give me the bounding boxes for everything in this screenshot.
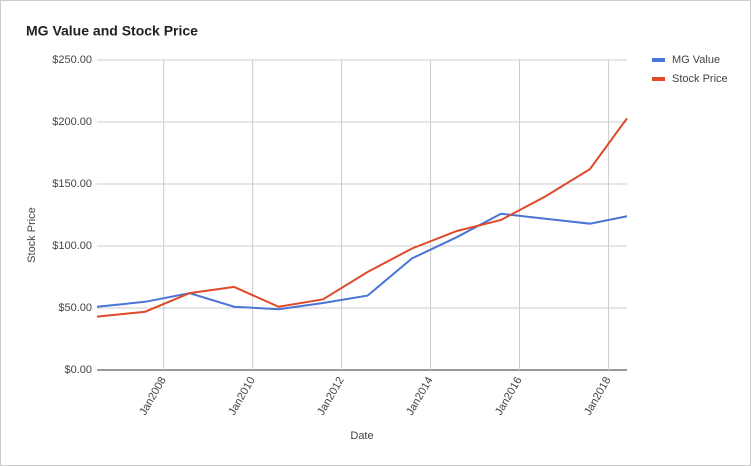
- y-tick-label: $150.00: [52, 178, 92, 190]
- y-axis-label: Stock Price: [26, 207, 38, 263]
- series-line: [96, 117, 628, 318]
- y-tick-label: $100.00: [52, 240, 92, 252]
- y-tick-label: $200.00: [52, 116, 92, 128]
- legend-label: Stock Price: [672, 73, 728, 85]
- chart-title: MG Value and Stock Price: [26, 23, 198, 39]
- y-tick-label: $0.00: [64, 364, 92, 376]
- legend-label: MG Value: [672, 54, 720, 66]
- y-tick-label: $250.00: [52, 54, 92, 66]
- x-axis-label: Date: [350, 430, 373, 442]
- y-tick-label: $50.00: [58, 302, 92, 314]
